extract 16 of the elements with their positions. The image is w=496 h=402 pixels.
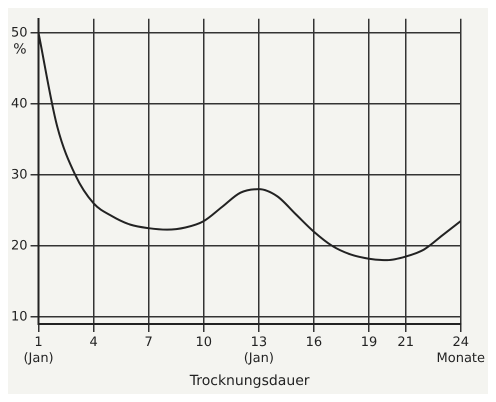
y-axis-title: % xyxy=(13,42,27,58)
y-tick-label: 10 xyxy=(10,309,28,324)
y-tick-label: 20 xyxy=(10,238,28,254)
x-tick-label: 21 xyxy=(397,335,414,350)
x-tick-label: 10 xyxy=(195,335,212,350)
x-tick-label: 4 xyxy=(89,335,98,350)
x-tick-label: 16 xyxy=(306,335,322,350)
x-tick-label: 13 (Jan) xyxy=(244,335,274,366)
x-tick-label: 24 Monate xyxy=(436,335,486,366)
x-tick-label: 1 (Jan) xyxy=(23,335,54,366)
x-tick-label: 19 xyxy=(360,335,378,350)
x-axis-title: Trocknungsdauer xyxy=(188,373,310,390)
y-tick-label: 50 xyxy=(10,25,28,40)
y-tick-label: 30 xyxy=(10,167,28,182)
y-tick-label: 40 xyxy=(10,96,28,112)
x-tick-label: 7 xyxy=(144,335,153,350)
